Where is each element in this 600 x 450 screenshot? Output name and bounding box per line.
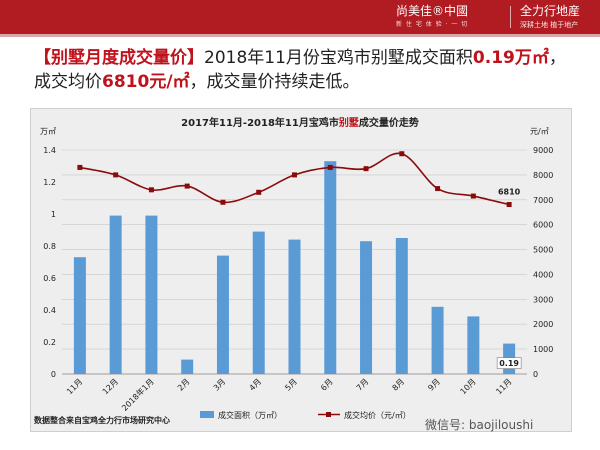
y-right-tick: 5000 [533, 246, 553, 255]
bar [431, 306, 444, 374]
price-point [470, 193, 476, 199]
brand-left-sub: 新 住 宅 体 验 · 一 切 [396, 21, 469, 28]
price-point [399, 151, 405, 157]
headline-area: 0.19万㎡ [472, 48, 549, 68]
y-right-tick: 8000 [533, 171, 553, 180]
bar [145, 215, 158, 374]
y-right-tick: 9000 [533, 146, 553, 155]
legend-line-label: 成交均价（元/㎡） [344, 410, 411, 420]
x-tick-label: 5月 [283, 377, 299, 393]
brand-divider [510, 6, 511, 28]
bar [288, 239, 301, 374]
brand-right-sub: 深耕土地 植于地产 [520, 21, 579, 29]
bar [395, 238, 408, 374]
bar-last-label: 0.19 [499, 359, 519, 368]
wechat-id: 微信号: baojiloushi [425, 418, 534, 432]
price-point [292, 172, 297, 178]
headline-part3: ，成交量价持续走低。 [189, 72, 360, 92]
bar [216, 255, 229, 374]
x-tick-label: 6月 [319, 377, 335, 393]
chart-title-prefix: 2017年11月-2018年11月宝鸡市 [181, 116, 339, 129]
y-left-unit: 万㎡ [40, 127, 56, 136]
x-tick-label: 7月 [355, 377, 371, 393]
x-tick-label: 4月 [248, 377, 264, 393]
data-source: 数据整合来自宝鸡全力行市场研究中心 [34, 416, 170, 425]
brand-right-text: 全力行地産 [520, 4, 581, 18]
bar [181, 359, 194, 374]
price-point [435, 186, 441, 192]
y-right-tick: 1000 [533, 345, 553, 354]
price-point [506, 202, 512, 208]
headline: 【别墅月度成交量价】2018年11月份宝鸡市别墅成交面积0.19万㎡，成交均价6… [34, 46, 574, 94]
chart-title: 2017年11月-2018年11月宝鸡市别墅成交量价走势 [181, 116, 419, 129]
y-right-unit: 元/㎡ [530, 127, 549, 136]
brand-left-text: 尚美佳®中國 [396, 4, 469, 18]
legend-bar-swatch [200, 411, 214, 418]
bar [73, 257, 86, 374]
x-tick-label: 8月 [391, 377, 407, 393]
bar [467, 316, 480, 374]
y-right-tick: 3000 [533, 295, 553, 304]
y-right-tick: 4000 [533, 270, 553, 279]
line-last-label: 6810 [498, 188, 521, 197]
bar [324, 161, 337, 374]
bar [109, 215, 122, 374]
price-point [220, 199, 226, 205]
legend: 成交面积（万㎡） 成交均价（元/㎡） [200, 410, 411, 420]
y-right-tick: 7000 [533, 196, 553, 205]
y-left-tick: 1.4 [43, 146, 56, 155]
y-left-tick: 0.6 [43, 274, 56, 283]
header-bar: 尚美佳®中國 新 住 宅 体 验 · 一 切 全力行地産 深耕土地 植于地产 [0, 0, 600, 37]
headline-price: 6810元/㎡ [102, 72, 190, 92]
x-tick-label: 9月 [426, 377, 442, 393]
y-right-tick: 2000 [533, 320, 553, 329]
y-right-tick: 0 [533, 370, 538, 379]
x-tick-label: 2月 [176, 377, 192, 393]
y-left-tick: 0 [51, 370, 56, 379]
header-underline [0, 34, 600, 37]
y-left-tick: 0.4 [43, 306, 56, 315]
y-left-tick: 0.8 [43, 242, 56, 251]
x-tick-label: 3月 [212, 377, 228, 393]
headline-part1: 2018年11月份宝鸡市别墅成交面积 [204, 48, 473, 68]
x-tick-label: 12月 [101, 377, 120, 396]
legend-line-marker [326, 412, 331, 417]
price-point [77, 164, 83, 170]
brand-logo-right: 全力行地産 深耕土地 植于地产 [520, 4, 580, 32]
bar [252, 231, 265, 374]
y-left-tick: 1 [51, 210, 56, 219]
price-point [363, 166, 369, 172]
x-tick-label: 10月 [459, 377, 478, 396]
price-point [327, 164, 333, 170]
headline-part2: ，成交均价 [34, 48, 566, 92]
price-point [256, 189, 262, 195]
x-tick-label: 2018年1月 [119, 376, 155, 412]
price-point [184, 183, 190, 189]
brand-logo-left: 尚美佳®中國 新 住 宅 体 验 · 一 切 [396, 4, 468, 32]
price-line [79, 152, 510, 206]
y-left-tick: 1.2 [43, 178, 56, 187]
x-tick-label: 11月 [494, 377, 513, 396]
y-right-tick: 6000 [533, 221, 553, 230]
price-point [148, 187, 154, 193]
x-tick-label: 11月 [65, 377, 84, 396]
price-point [113, 172, 119, 178]
y-left-tick: 0.2 [43, 338, 56, 347]
chart-title-suffix: 成交量价走势 [359, 116, 419, 129]
bar [360, 241, 373, 374]
chart-title-highlight: 别墅 [338, 116, 359, 129]
bar-last-label-box [496, 357, 522, 369]
legend-bar-label: 成交面积（万㎡） [218, 410, 282, 420]
headline-tag: 【别墅月度成交量价】 [34, 48, 204, 68]
